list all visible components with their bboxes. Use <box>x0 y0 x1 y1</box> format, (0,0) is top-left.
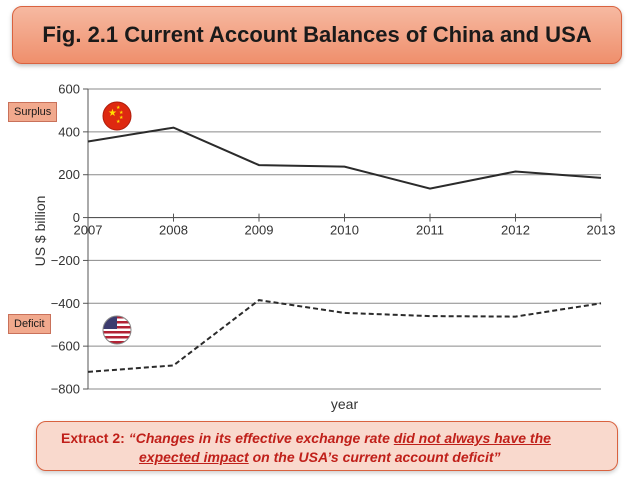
y-tick-label: −600 <box>51 339 80 354</box>
y-tick-label: 600 <box>58 82 80 97</box>
y-tick-label: 200 <box>58 167 80 182</box>
x-axis-label: year <box>331 396 359 412</box>
extract-quote-part1: “Changes in its effective exchange rate <box>128 430 394 446</box>
svg-text:★: ★ <box>116 119 121 125</box>
svg-text:★: ★ <box>119 110 124 116</box>
y-axis-label: US $ billion <box>32 196 48 267</box>
extract-prefix: Extract 2: <box>61 430 129 446</box>
x-tick-label: 2011 <box>416 223 444 238</box>
x-tick-label: 2007 <box>74 223 103 238</box>
series-line-china <box>87 126 602 190</box>
extract-underlined-1: did not always have the <box>393 430 551 446</box>
deficit-label: Deficit <box>8 314 51 334</box>
china-flag-icon: ★ ★ ★ ★ ★ <box>102 101 132 131</box>
surplus-label: Surplus <box>8 102 58 122</box>
svg-text:★: ★ <box>108 108 117 119</box>
extract-box: Extract 2: “Changes in its effective exc… <box>36 421 618 471</box>
y-tick-label: 400 <box>58 124 80 139</box>
chart-title: Fig. 2.1 Current Account Balances of Chi… <box>42 22 592 47</box>
x-tick-label: 2010 <box>330 223 359 238</box>
extract-quote-part2: on the USA’s current account deficit” <box>248 449 501 465</box>
x-tick-label: 2013 <box>587 223 616 238</box>
y-tick-label: 0 <box>73 210 80 225</box>
x-tick-label: 2008 <box>159 223 188 238</box>
title-banner: Fig. 2.1 Current Account Balances of Chi… <box>12 6 622 64</box>
x-tick-label: 2012 <box>501 223 530 238</box>
y-tick-label: −800 <box>51 382 80 397</box>
usa-flag-icon <box>102 315 132 345</box>
extract-underlined-2: expected impact <box>139 449 249 465</box>
svg-text:★: ★ <box>119 115 124 121</box>
series-line-usa <box>87 299 602 373</box>
y-tick-label: −200 <box>51 253 80 268</box>
svg-text:★: ★ <box>116 105 121 111</box>
y-tick-label: −400 <box>51 296 80 311</box>
x-tick-label: 2009 <box>245 223 274 238</box>
